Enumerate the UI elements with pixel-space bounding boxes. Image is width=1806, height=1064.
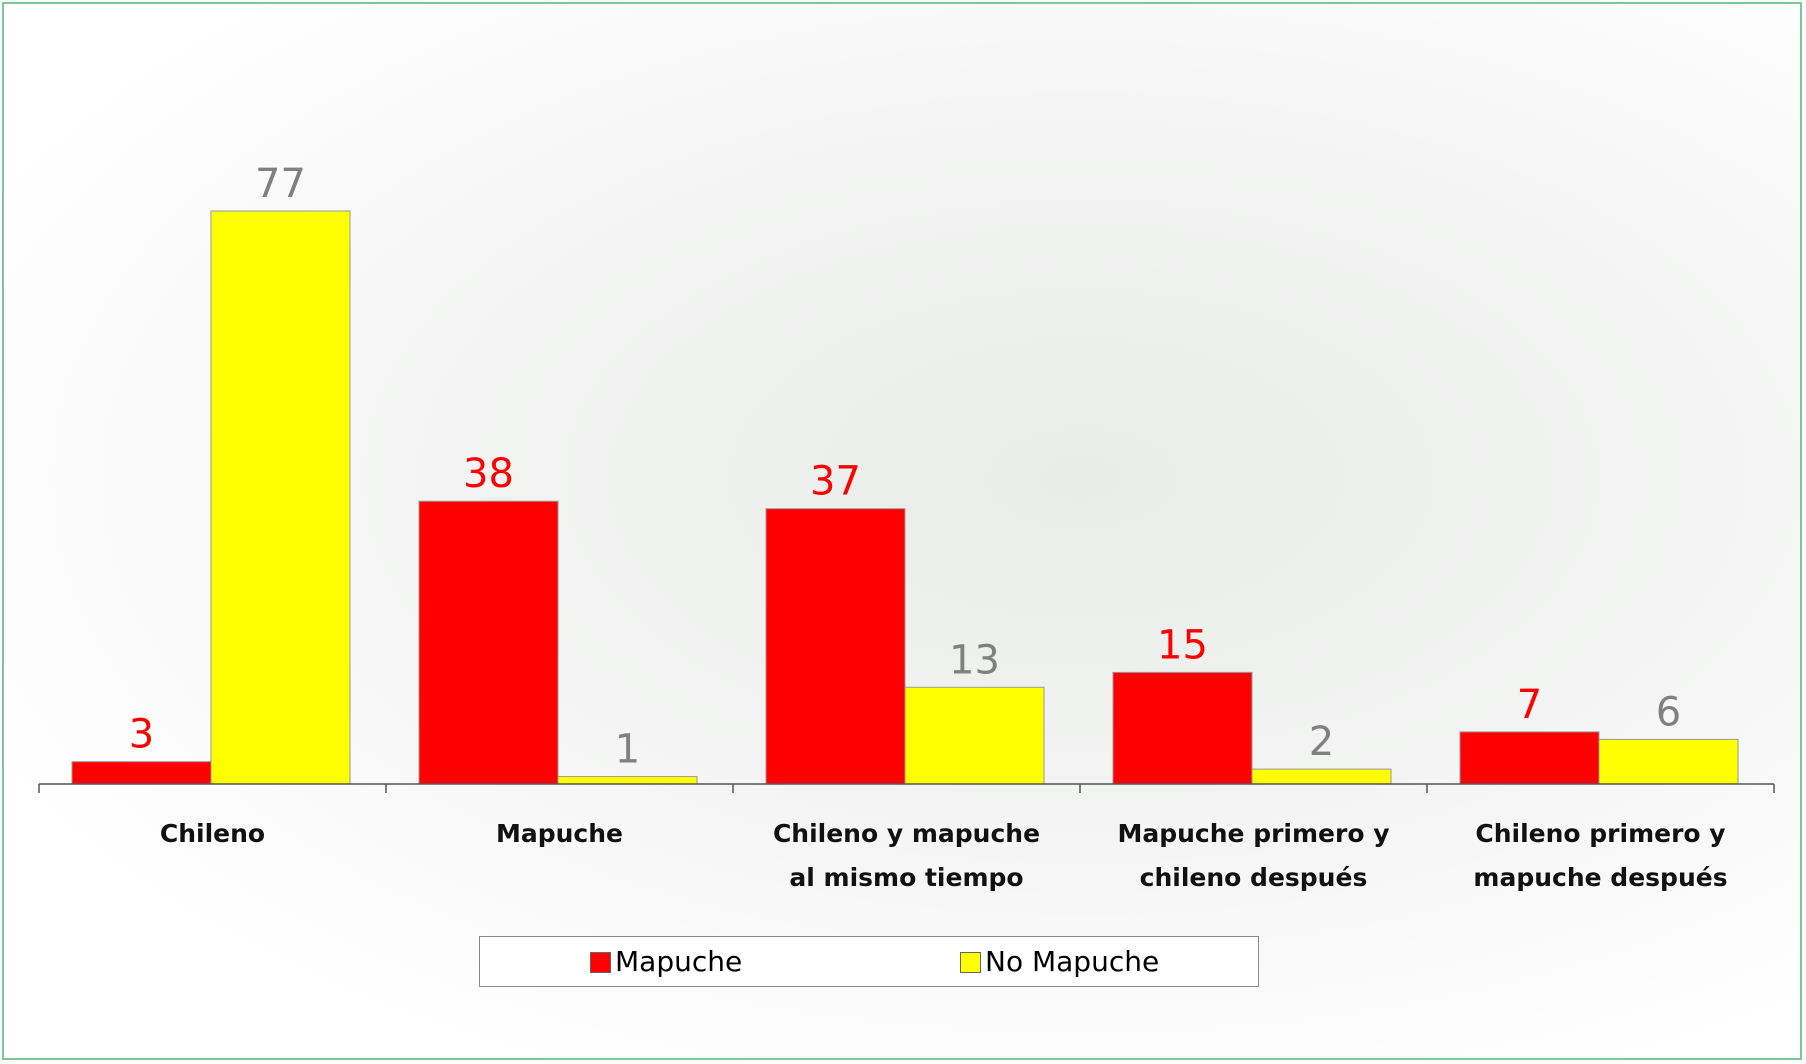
data-label: 2 xyxy=(1309,719,1334,765)
legend-item: Mapuche xyxy=(590,945,742,979)
data-label: 3 xyxy=(129,712,154,758)
data-label: 15 xyxy=(1157,622,1208,668)
bar xyxy=(1252,769,1391,784)
bar xyxy=(419,501,558,784)
data-label: 1 xyxy=(615,727,640,773)
legend-item: No Mapuche xyxy=(960,945,1159,979)
x-tick-label: Chileno xyxy=(63,812,363,856)
data-label: 13 xyxy=(949,637,1000,683)
legend: Mapuche No Mapuche xyxy=(479,936,1259,987)
x-tick-label: Mapuche primero y chileno después xyxy=(1104,812,1404,900)
data-label: 37 xyxy=(810,459,861,505)
bar xyxy=(1113,672,1252,784)
bar xyxy=(766,509,905,784)
data-label: 38 xyxy=(463,451,514,497)
bar xyxy=(1599,739,1738,784)
data-label: 7 xyxy=(1517,682,1542,728)
x-tick-label: Chileno y mapuche al mismo tiempo xyxy=(757,812,1057,900)
legend-swatch xyxy=(590,952,611,973)
x-tick-label: Mapuche xyxy=(410,812,710,856)
legend-label: Mapuche xyxy=(615,945,742,979)
bar xyxy=(558,777,697,784)
x-tick-label: Chileno primero y mapuche después xyxy=(1451,812,1751,900)
legend-label: No Mapuche xyxy=(985,945,1159,979)
page: 338371577711326 ChilenoMapucheChileno y … xyxy=(0,0,1806,1064)
bar xyxy=(905,687,1044,784)
chart: 338371577711326 xyxy=(0,0,1806,1064)
bar xyxy=(211,211,350,784)
data-label: 77 xyxy=(255,161,306,207)
bar xyxy=(1460,732,1599,784)
bar xyxy=(72,762,211,784)
data-label: 6 xyxy=(1656,689,1681,735)
legend-swatch xyxy=(960,952,981,973)
